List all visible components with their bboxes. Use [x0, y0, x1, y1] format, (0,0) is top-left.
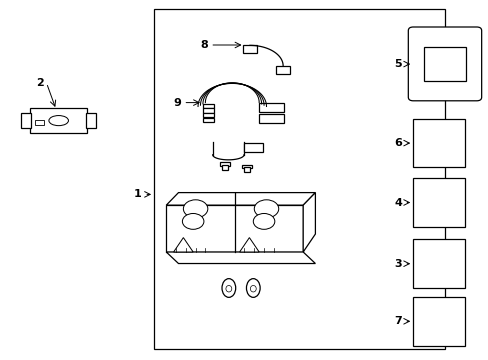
Polygon shape [173, 238, 193, 252]
Bar [244, 143, 262, 152]
Text: 7: 7 [393, 316, 401, 326]
Bar [412, 178, 464, 227]
Bar [203, 113, 213, 117]
Bar [20, 113, 31, 128]
Bar [423, 47, 465, 81]
Polygon shape [166, 193, 315, 205]
Text: 4: 4 [393, 198, 401, 207]
Polygon shape [166, 252, 315, 264]
Bar [203, 108, 213, 113]
Bar [243, 45, 256, 53]
Bar [154, 9, 444, 349]
FancyBboxPatch shape [407, 27, 481, 101]
Text: 9: 9 [173, 98, 181, 108]
Bar [242, 165, 251, 168]
Bar [243, 167, 250, 172]
Circle shape [182, 213, 203, 229]
Circle shape [253, 213, 274, 229]
Text: 6: 6 [393, 138, 401, 148]
Bar [259, 103, 283, 112]
Text: 3: 3 [393, 259, 401, 269]
Polygon shape [166, 205, 303, 252]
Polygon shape [239, 238, 259, 252]
Text: 5: 5 [393, 59, 401, 69]
Ellipse shape [225, 285, 231, 292]
Polygon shape [303, 193, 315, 252]
Bar [85, 113, 96, 128]
Bar [203, 104, 213, 108]
Bar [412, 297, 464, 346]
Bar [220, 162, 229, 166]
Bar [259, 114, 283, 123]
Text: 1: 1 [134, 189, 142, 199]
Bar [35, 120, 44, 125]
Bar [30, 108, 86, 133]
Bar [276, 66, 289, 74]
Circle shape [183, 200, 207, 218]
Text: 8: 8 [200, 40, 207, 50]
Bar [203, 118, 213, 122]
Ellipse shape [246, 279, 260, 297]
Bar [221, 165, 228, 170]
Ellipse shape [49, 116, 68, 126]
Circle shape [254, 200, 278, 218]
Bar [412, 119, 464, 167]
Bar [412, 239, 464, 288]
Ellipse shape [250, 285, 256, 292]
Text: 2: 2 [36, 78, 44, 88]
Ellipse shape [222, 279, 235, 297]
